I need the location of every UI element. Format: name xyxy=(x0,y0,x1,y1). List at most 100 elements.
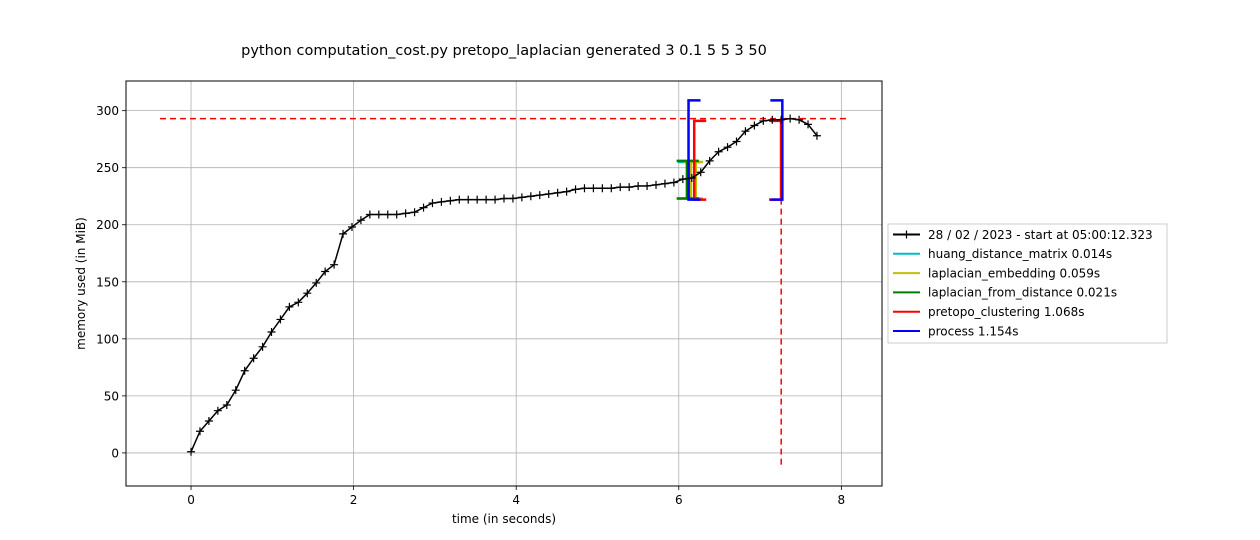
memory-data-point xyxy=(491,195,500,204)
y-tick-label: 150 xyxy=(96,275,119,289)
y-tick-label: 100 xyxy=(96,332,119,346)
legend-label: laplacian_embedding 0.059s xyxy=(928,266,1100,280)
memory-data-point xyxy=(482,195,491,204)
memory-data-point xyxy=(249,354,258,363)
y-tick-label: 50 xyxy=(104,389,119,403)
y-tick-label: 200 xyxy=(96,218,119,232)
function-bracket xyxy=(687,99,784,201)
memory-data-point xyxy=(222,401,231,409)
memory-data-point xyxy=(544,189,553,198)
memory-data-point xyxy=(267,327,276,336)
memory-data-point xyxy=(553,188,562,197)
memory-data-point xyxy=(669,178,678,187)
axis-ticks: 0 2 4 6 8 0 50 100 150 200 250 300 xyxy=(96,104,845,507)
x-tick-label: 2 xyxy=(350,493,358,507)
x-tick-label: 0 xyxy=(187,493,195,507)
memory-data-point xyxy=(750,121,759,130)
memory-data-point xyxy=(804,120,813,129)
x-tick-label: 6 xyxy=(675,493,683,507)
memory-data-point xyxy=(347,223,356,232)
legend-label: huang_distance_matrix 0.014s xyxy=(928,247,1112,261)
memory-data-point xyxy=(571,185,580,194)
memory-data-point xyxy=(526,192,535,201)
memory-data-point xyxy=(589,184,598,193)
memory-data-point xyxy=(616,183,625,192)
memory-data-point xyxy=(339,229,348,238)
axes-frame xyxy=(125,80,883,487)
memory-data-point xyxy=(732,137,741,146)
memory-data-point xyxy=(768,115,777,124)
memory-data-point xyxy=(795,115,804,124)
memory-data-point xyxy=(786,114,795,123)
memory-data-point xyxy=(508,194,517,203)
memory-data-point xyxy=(455,195,464,204)
legend-frame xyxy=(887,223,1168,344)
plot-area xyxy=(160,99,848,468)
memory-data-point xyxy=(231,386,240,395)
memory-data-point xyxy=(643,181,652,190)
legend-label: laplacian_from_distance 0.021s xyxy=(928,286,1117,300)
memory-data-point xyxy=(517,193,526,202)
memory-data-point xyxy=(464,195,473,204)
memory-data-point xyxy=(634,181,643,190)
memory-data-point xyxy=(562,187,571,196)
memory-data-point xyxy=(437,197,446,206)
legend-marker xyxy=(902,230,911,239)
memory-data-point xyxy=(446,196,455,205)
memory-data-point xyxy=(687,173,696,182)
memory-data-point xyxy=(660,179,669,188)
x-tick-label: 4 xyxy=(512,493,520,507)
memory-data-point xyxy=(374,210,383,219)
memory-data-point xyxy=(777,115,786,124)
memory-data-point xyxy=(678,175,687,184)
memory-data-point xyxy=(741,127,750,136)
memory-data-point xyxy=(258,342,267,351)
y-axis-label: memory used (in MiB) xyxy=(74,217,88,350)
memory-data-point xyxy=(410,208,419,217)
x-axis-label: time (in seconds) xyxy=(452,512,556,526)
memory-data-point xyxy=(392,210,401,219)
memory-data-point xyxy=(580,184,589,193)
y-tick-label: 0 xyxy=(111,446,119,460)
legend: 28 / 02 / 2023 - start at 05:00:12.323 hu… xyxy=(887,223,1168,344)
memory-data-point xyxy=(723,143,732,152)
memory-data-point xyxy=(356,216,365,225)
memory-data-point xyxy=(204,416,213,425)
memory-data-point xyxy=(535,191,544,200)
memory-data-point xyxy=(294,298,303,307)
memory-data-point xyxy=(419,203,428,212)
memory-data-point xyxy=(312,278,321,287)
memory-data-point xyxy=(714,147,723,156)
memory-data-point xyxy=(285,302,294,311)
memory-data-point xyxy=(473,195,482,204)
memory-data-point xyxy=(240,366,249,375)
y-tick-label: 300 xyxy=(96,104,119,118)
chart-title: python computation_cost.py pretopo_lapla… xyxy=(241,43,767,59)
memory-data-point xyxy=(598,184,607,193)
memory-data-point xyxy=(759,116,768,125)
memory-data-point xyxy=(607,184,616,193)
memory-data-point xyxy=(303,289,312,298)
memory-data-point xyxy=(321,267,330,276)
memory-data-point xyxy=(365,210,374,219)
legend-label: pretopo_clustering 1.068s xyxy=(928,305,1084,319)
memory-data-point xyxy=(652,180,661,189)
memory-data-point xyxy=(401,209,410,218)
memory-data-point xyxy=(696,168,705,177)
legend-label: 28 / 02 / 2023 - start at 05:00:12.323 xyxy=(928,228,1153,242)
memory-data-point xyxy=(187,447,196,456)
memory-data-point xyxy=(195,427,204,436)
memory-data-point xyxy=(812,131,821,140)
memory-data-point xyxy=(625,183,634,192)
memory-data-point xyxy=(383,210,392,219)
memory-data-point xyxy=(330,260,339,269)
memory-data-point xyxy=(428,199,437,208)
x-tick-label: 8 xyxy=(838,493,846,507)
y-tick-label: 250 xyxy=(96,161,119,175)
memory-data-point xyxy=(276,315,285,324)
memory-data-point xyxy=(213,406,222,415)
grid xyxy=(126,81,882,486)
legend-label: process 1.154s xyxy=(928,324,1019,338)
memory-data-point xyxy=(705,156,714,165)
